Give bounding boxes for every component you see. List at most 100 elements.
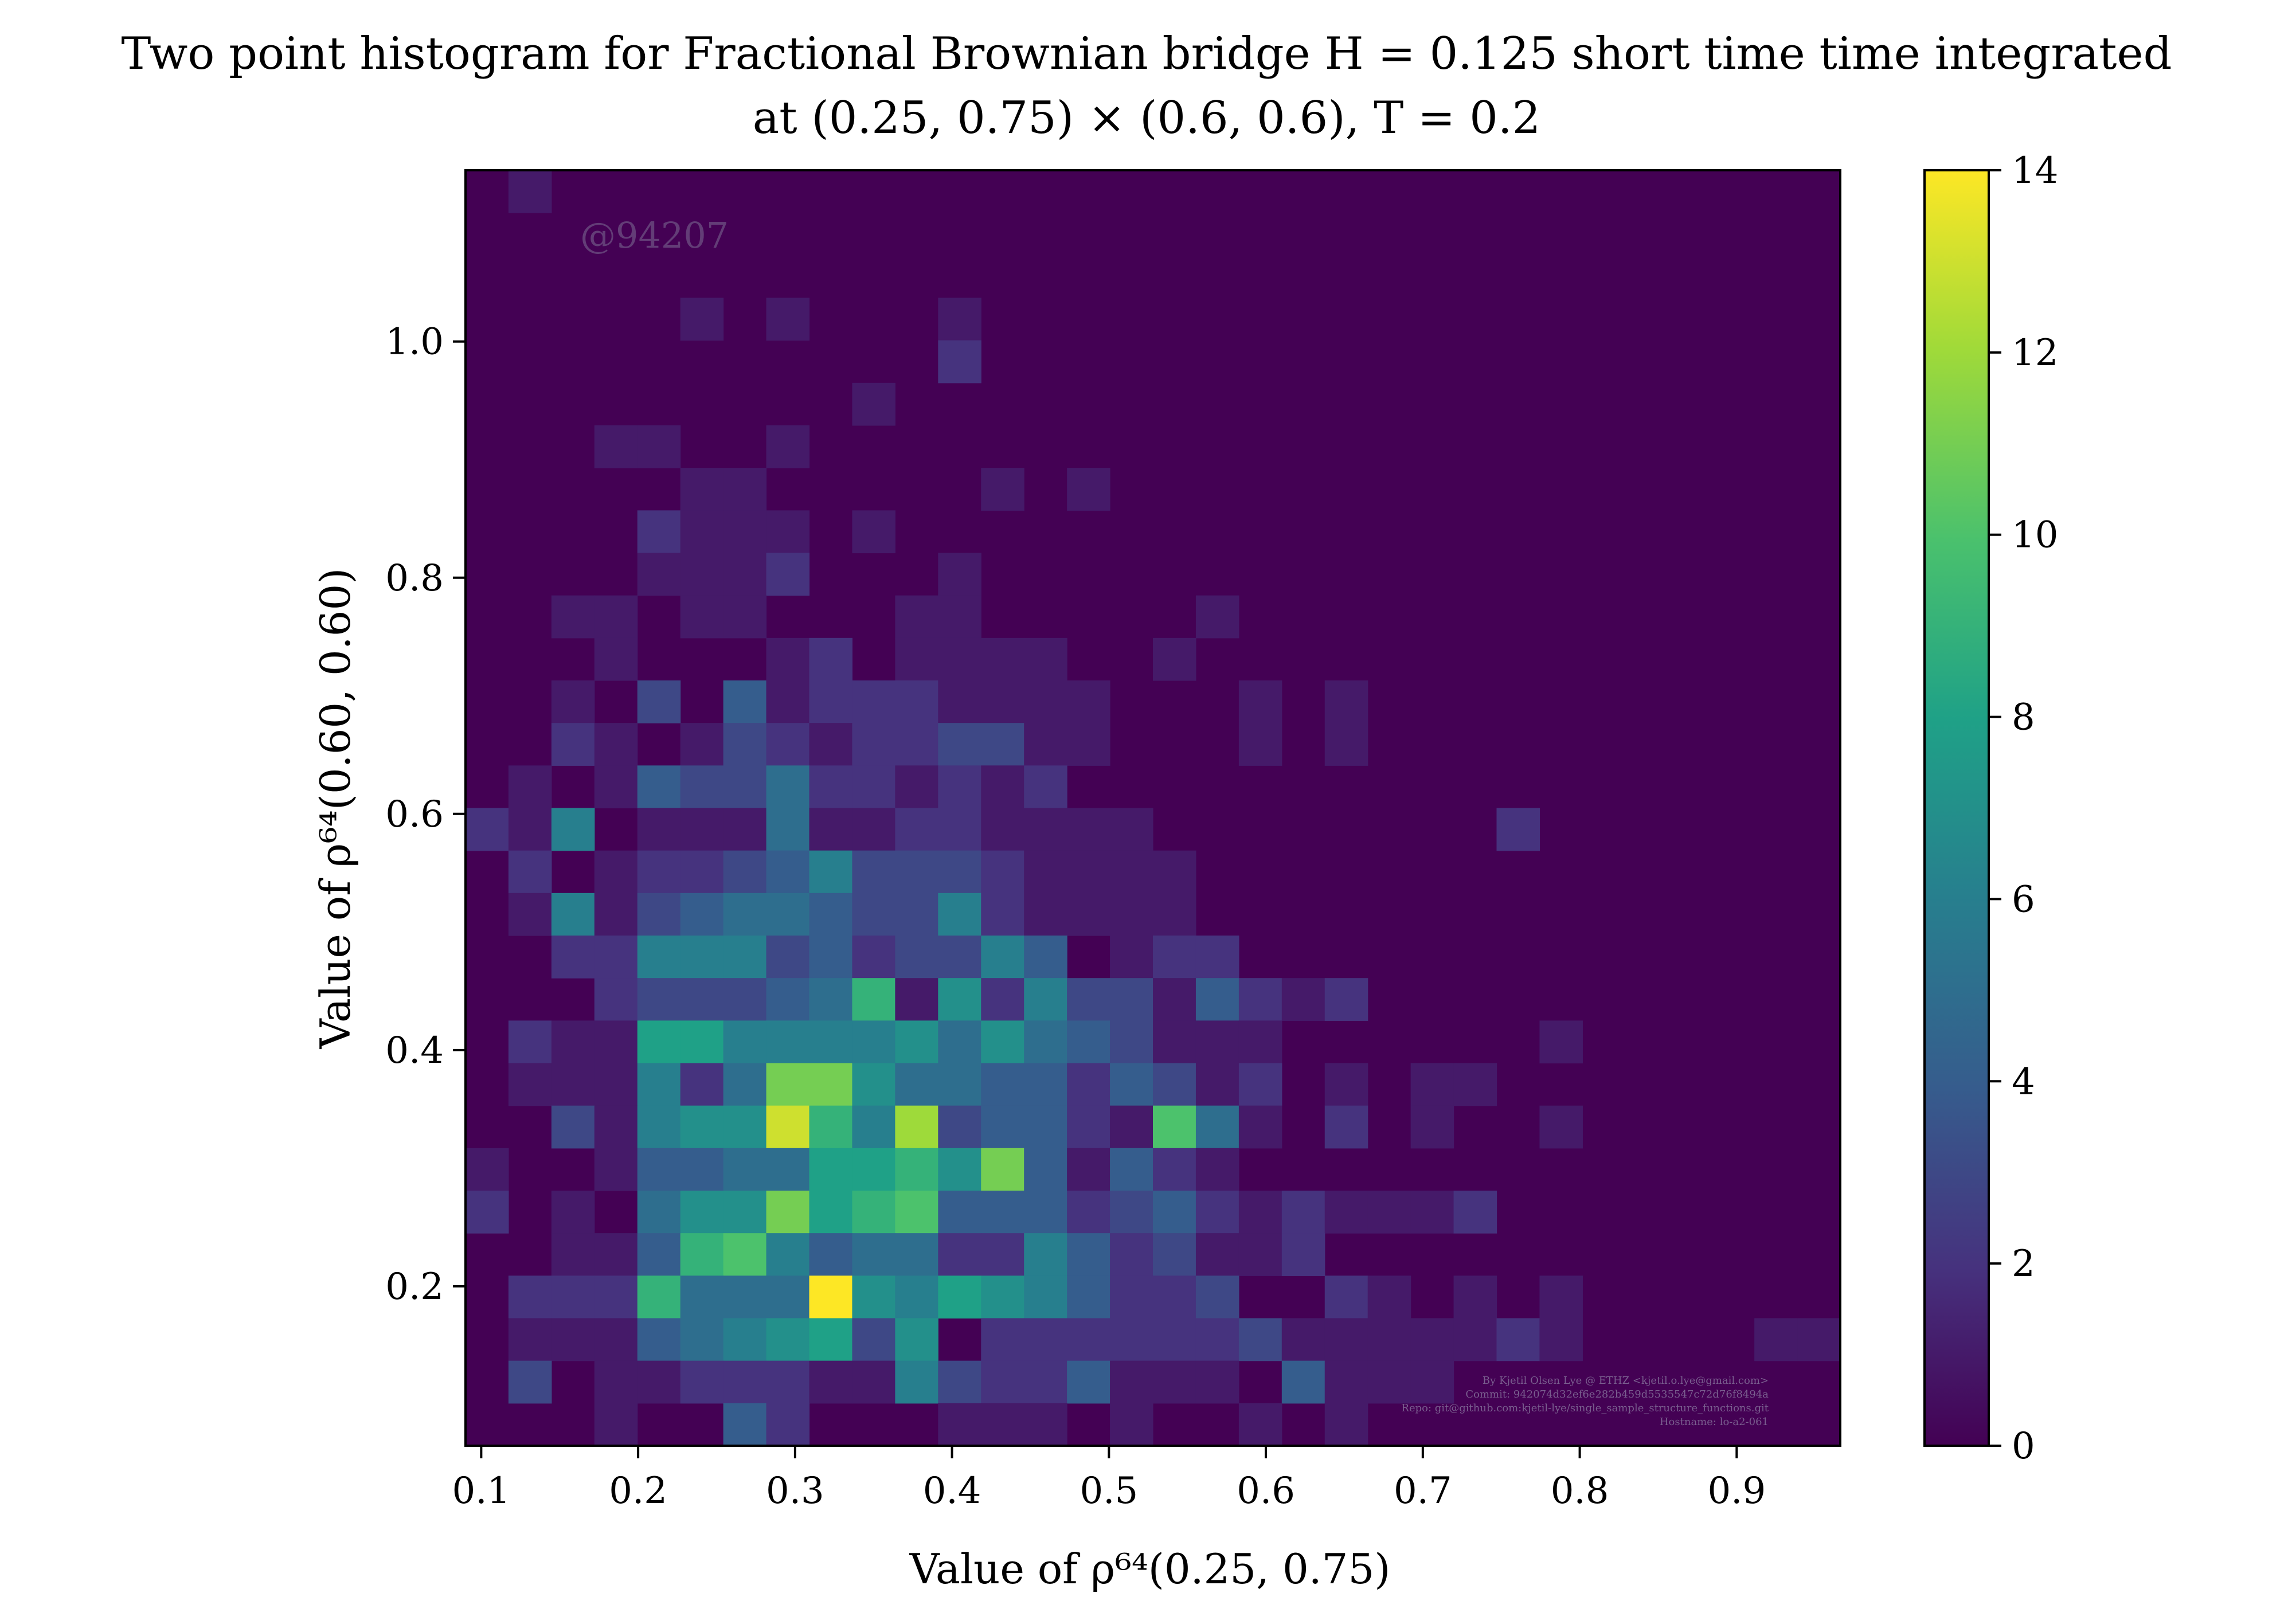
heatmap-cell <box>1024 978 1067 1021</box>
heatmap-cell <box>1067 1191 1110 1234</box>
heatmap-cell <box>852 510 895 554</box>
x-tick-label: 0.2 <box>609 1470 667 1512</box>
heatmap-cell <box>680 1063 724 1106</box>
heatmap-cell <box>637 1063 681 1106</box>
heatmap-cell <box>1110 1360 1153 1404</box>
heatmap-cell <box>508 850 552 894</box>
heatmap-cell <box>594 850 638 894</box>
heatmap-cell <box>1024 1275 1067 1319</box>
heatmap-cell <box>1754 1318 1798 1361</box>
heatmap-cell <box>594 637 638 681</box>
heatmap-cell <box>723 936 767 979</box>
heatmap-cell <box>981 936 1024 979</box>
heatmap-cell <box>852 1105 895 1149</box>
heatmap-cell <box>723 1318 767 1361</box>
heatmap-cell <box>1110 1063 1153 1106</box>
heatmap-cell <box>809 637 853 681</box>
heatmap-cell <box>551 723 595 766</box>
heatmap-cell <box>1067 1063 1110 1106</box>
heatmap-cell <box>1067 1275 1110 1319</box>
heatmap-cell <box>809 1148 853 1191</box>
colorbar-tick-label: 0 <box>2012 1425 2035 1468</box>
heatmap-cell <box>1195 1233 1239 1276</box>
heatmap-cell <box>766 1233 810 1276</box>
heatmap-cell <box>766 1360 810 1404</box>
heatmap-cell <box>809 808 853 851</box>
heatmap-cell <box>981 1275 1024 1319</box>
heatmap-cell <box>852 808 895 851</box>
x-axis-ticks: 0.1 0.2 0.3 0.4 0.5 0.6 0.7 0.8 0.9 <box>452 1446 1766 1512</box>
credit-line-2: Commit: 942074d32ef6e282b459d5535547c72d… <box>1465 1388 1769 1400</box>
heatmap-cell <box>723 1360 767 1404</box>
heatmap-cell <box>637 978 681 1021</box>
heatmap-cell <box>1539 1318 1583 1361</box>
heatmap-cell <box>809 680 853 723</box>
heatmap-cell <box>1067 1318 1110 1361</box>
x-tick-label: 0.7 <box>1394 1470 1452 1512</box>
x-tick-label: 0.4 <box>923 1470 981 1512</box>
heatmap-cell <box>637 425 681 468</box>
heatmap-cell <box>1238 1191 1282 1234</box>
heatmap-cell <box>680 808 724 851</box>
heatmap-cell <box>1024 893 1067 936</box>
heatmap-cell <box>637 850 681 894</box>
heatmap-cell <box>1324 1105 1368 1149</box>
heatmap-cell <box>1153 1063 1196 1106</box>
heatmap-cell <box>1195 595 1239 639</box>
heatmap-cell <box>680 765 724 809</box>
heatmap-cell <box>766 637 810 681</box>
y-tick-label: 0.2 <box>385 1266 444 1308</box>
heatmap-cell <box>723 808 767 851</box>
heatmap-cell <box>981 1318 1024 1361</box>
x-tick-label: 0.5 <box>1079 1470 1138 1512</box>
heatmap-cell <box>1024 637 1067 681</box>
heatmap-cell <box>766 553 810 596</box>
heatmap-cell <box>723 1191 767 1234</box>
heatmap-cell <box>1281 1191 1325 1234</box>
heatmap-cell <box>551 936 595 979</box>
heatmap-cell <box>938 1403 981 1446</box>
heatmap-cell <box>852 936 895 979</box>
heatmap-cell <box>680 893 724 936</box>
heatmap-cell <box>766 425 810 468</box>
heatmap-cell <box>1453 1063 1497 1106</box>
heatmap-cell <box>508 893 552 936</box>
colorbar-ticks: 0 2 4 6 8 10 12 14 <box>1989 150 2058 1468</box>
heatmap-cell <box>852 1360 895 1404</box>
heatmap-cell <box>1110 1275 1153 1319</box>
heatmap-cell <box>1195 936 1239 979</box>
heatmap-cell <box>1238 680 1282 723</box>
heatmap-cell <box>1153 637 1196 681</box>
heatmap-cell <box>1024 850 1067 894</box>
heatmap-cell <box>508 765 552 809</box>
heatmap-cell <box>723 510 767 554</box>
heatmap-cell <box>852 1275 895 1319</box>
heatmap-cell <box>1410 1105 1454 1149</box>
heatmap-cell <box>1195 1275 1239 1319</box>
heatmap-cell <box>1539 1105 1583 1149</box>
y-tick-label: 0.4 <box>385 1030 444 1072</box>
heatmap-cell <box>895 893 938 936</box>
x-axis-label: Value of ρ⁶⁴(0.25, 0.75) <box>909 1545 1391 1593</box>
heatmap-cell <box>723 468 767 511</box>
y-tick-label: 0.6 <box>385 793 444 836</box>
heatmap-cell <box>723 1275 767 1319</box>
heatmap-cell <box>852 1318 895 1361</box>
heatmap-cell <box>895 850 938 894</box>
heatmap-cell <box>1238 1403 1282 1446</box>
heatmap-cell <box>1024 723 1067 766</box>
heatmap-cell <box>938 298 981 341</box>
x-tick-label: 0.1 <box>452 1470 510 1512</box>
heatmap-cell <box>1067 1148 1110 1191</box>
heatmap-cell <box>766 1020 810 1064</box>
heatmap-cell <box>766 1191 810 1234</box>
heatmap-cell <box>895 1233 938 1276</box>
y-tick-label: 0.8 <box>385 557 444 600</box>
heatmap-cell <box>1024 765 1067 809</box>
heatmap-cell <box>680 936 724 979</box>
heatmap-cell <box>938 680 981 723</box>
heatmap-cell <box>1281 1233 1325 1276</box>
heatmap-cell <box>895 1360 938 1404</box>
heatmap-cell <box>680 1191 724 1234</box>
heatmap-cell <box>852 1191 895 1234</box>
